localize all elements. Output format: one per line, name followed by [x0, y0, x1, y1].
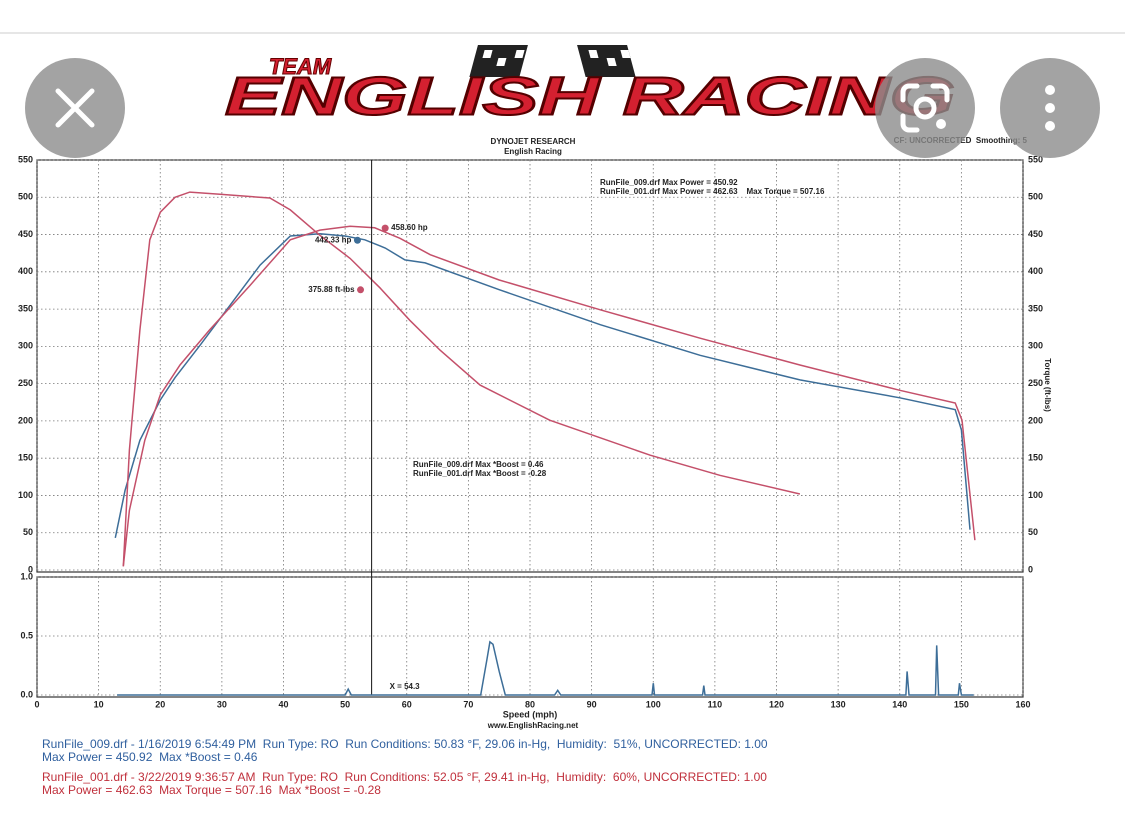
- y2-tick-label: 500: [1028, 192, 1043, 202]
- x-tick-label: 40: [278, 699, 288, 709]
- y2-tick-label: 550: [1028, 154, 1043, 164]
- note: RunFile_001.drf Max *Boost = -0.28: [413, 469, 547, 478]
- y-tick-label: 300: [18, 341, 33, 351]
- run-info: Max Power = 450.92 Max *Boost = 0.46: [42, 750, 258, 764]
- note: RunFile_009.drf Max Power = 450.92: [600, 178, 738, 187]
- x-axis-label: Speed (mph): [503, 709, 558, 719]
- y2-tick-label: 200: [1028, 415, 1043, 425]
- y-tick-label: 1.0: [20, 571, 33, 581]
- x-tick-label: 70: [463, 699, 473, 709]
- y2-tick-label: 450: [1028, 229, 1043, 239]
- x-tick-label: 0: [34, 699, 39, 709]
- y-tick-label: 400: [18, 266, 33, 276]
- chart-subtitle: English Racing: [504, 147, 562, 156]
- y-tick-label: 550: [18, 154, 33, 164]
- x-tick-label: 160: [1015, 699, 1030, 709]
- x-tick-label: 60: [402, 699, 412, 709]
- annotation-label: 458.60 hp: [391, 223, 428, 232]
- y-tick-label: 200: [18, 415, 33, 425]
- y2-tick-label: 150: [1028, 453, 1043, 463]
- logo-team: TEAM: [269, 54, 332, 79]
- y2-tick-label: 0: [1028, 564, 1033, 574]
- x-tick-label: 90: [587, 699, 597, 709]
- y-tick-label: 350: [18, 303, 33, 313]
- run-info: Max Power = 462.63 Max Torque = 507.16 M…: [42, 783, 381, 797]
- y2-tick-label: 300: [1028, 341, 1043, 351]
- y2-axis-label: Torque (ft-lbs): [1043, 358, 1052, 412]
- annotation-dot: [381, 224, 389, 232]
- chart-title: DYNOJET RESEARCH: [491, 137, 576, 146]
- x-tick-label: 150: [954, 699, 969, 709]
- series-line: [122, 191, 801, 567]
- close-button[interactable]: [25, 58, 125, 158]
- note: RunFile_009.drf Max *Boost = 0.46: [413, 460, 544, 469]
- y-tick-label: 250: [18, 378, 33, 388]
- x-tick-label: 50: [340, 699, 350, 709]
- run-info: RunFile_001.drf - 3/22/2019 9:36:57 AM R…: [42, 770, 767, 784]
- annotation-dot: [357, 286, 365, 294]
- series-line: [117, 640, 974, 696]
- series-line: [114, 233, 971, 539]
- website: www.EnglishRacing.net: [487, 721, 579, 730]
- y-tick-label: 500: [18, 192, 33, 202]
- lens-button[interactable]: [875, 58, 975, 158]
- annotation-label: 375.88 ft-lbs: [308, 285, 355, 294]
- x-tick-label: 80: [525, 699, 535, 709]
- x-tick-label: 20: [155, 699, 165, 709]
- y2-tick-label: 350: [1028, 303, 1043, 313]
- annotation-label: 442.33 hp: [315, 235, 352, 244]
- y-tick-label: 0.0: [20, 689, 33, 699]
- logo-name: ENGLISH RACING: [225, 66, 955, 126]
- y2-tick-label: 400: [1028, 266, 1043, 276]
- x-tick-label: 110: [708, 699, 723, 709]
- x-tick-label: 100: [646, 699, 661, 709]
- y2-tick-label: 250: [1028, 378, 1043, 388]
- menu-button[interactable]: [1000, 58, 1100, 158]
- series-line: [122, 225, 976, 567]
- y2-tick-label: 100: [1028, 490, 1043, 500]
- cursor-label: X = 54.3: [390, 682, 421, 691]
- y-tick-label: 0.5: [20, 630, 33, 640]
- logo-flags: [469, 45, 636, 77]
- y-tick-label: 50: [23, 527, 33, 537]
- y2-tick-label: 50: [1028, 527, 1038, 537]
- run-info: RunFile_009.drf - 1/16/2019 6:54:49 PM R…: [42, 737, 768, 751]
- x-tick-label: 120: [769, 699, 784, 709]
- x-tick-label: 130: [831, 699, 846, 709]
- x-tick-label: 30: [217, 699, 227, 709]
- y-tick-label: 100: [18, 490, 33, 500]
- y-tick-label: 450: [18, 229, 33, 239]
- y-tick-label: 0: [28, 564, 33, 574]
- y-tick-label: 150: [18, 453, 33, 463]
- note: RunFile_001.drf Max Power = 462.63 Max T…: [600, 187, 825, 196]
- x-tick-label: 140: [892, 699, 907, 709]
- x-tick-label: 10: [94, 699, 104, 709]
- annotation-dot: [353, 236, 361, 244]
